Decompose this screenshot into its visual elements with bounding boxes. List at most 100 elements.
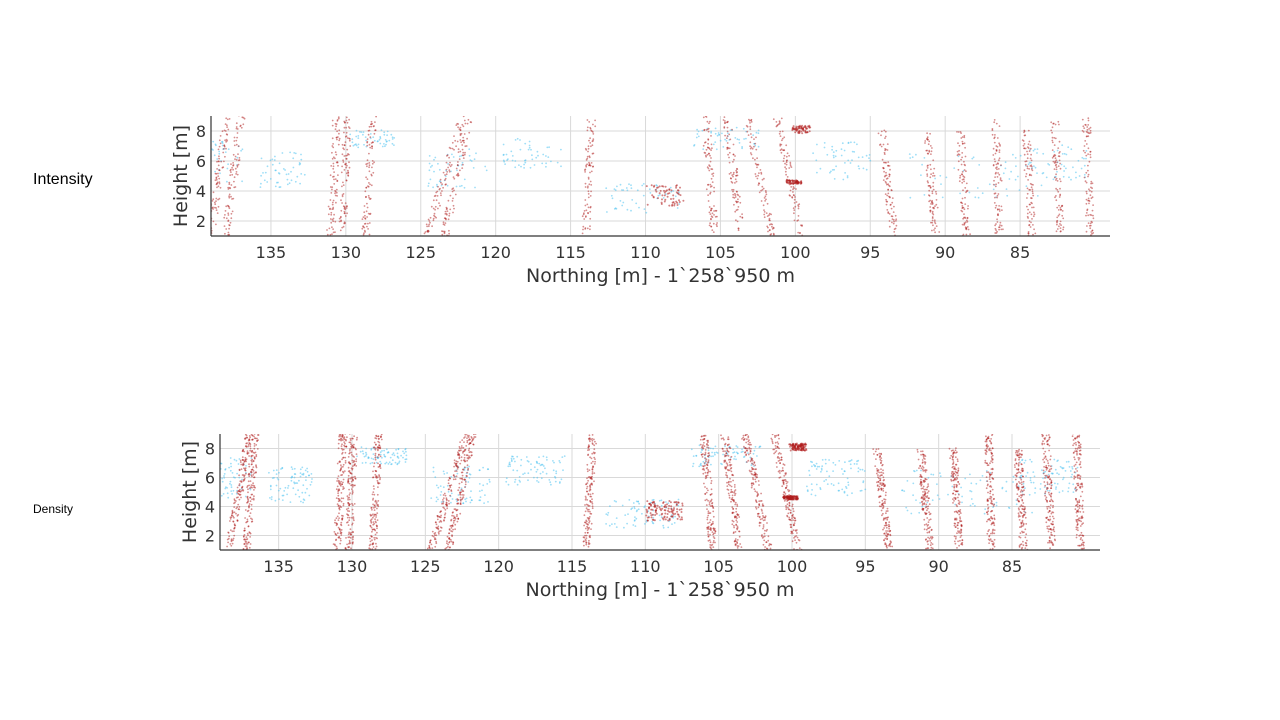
canopy-point: [275, 473, 278, 475]
canopy-point: [224, 151, 227, 154]
stem-point: [724, 450, 726, 452]
stem-point: [749, 122, 751, 124]
canopy-point: [915, 499, 917, 501]
stem-point: [244, 517, 247, 519]
stem-point: [375, 514, 378, 516]
stem-point: [434, 545, 437, 548]
stem-point: [363, 205, 366, 207]
stem-point: [927, 143, 930, 146]
canopy-point: [1056, 483, 1059, 485]
stem-point: [736, 171, 738, 173]
canopy-point: [697, 130, 700, 133]
canopy-point: [741, 146, 743, 148]
stem-point: [877, 132, 880, 135]
stem-point: [964, 216, 966, 219]
canopy-point: [722, 453, 724, 456]
canopy-point: [651, 499, 654, 501]
stem-point: [930, 168, 932, 171]
stem-point: [443, 232, 446, 235]
stem-point: [790, 186, 793, 188]
stem-point: [935, 190, 937, 193]
canopy-point: [643, 506, 646, 509]
stem-point: [957, 142, 959, 145]
canopy-point: [940, 183, 942, 186]
stem-point: [355, 465, 358, 467]
canopy-point: [293, 476, 296, 479]
stem-point: [731, 494, 734, 497]
stem-point: [457, 148, 460, 151]
stem-point: [763, 216, 766, 219]
canopy-point: [430, 497, 433, 499]
canopy-point: [1054, 468, 1057, 471]
canopy-point: [1063, 152, 1066, 155]
stem-point: [337, 447, 340, 450]
canopy-point: [1061, 144, 1064, 147]
stem-point: [243, 117, 246, 120]
stem-point: [326, 233, 329, 236]
stem-point: [455, 475, 458, 478]
stem-point: [711, 531, 714, 533]
stem-point: [795, 201, 798, 203]
canopy-point: [953, 167, 956, 170]
stem-point: [761, 185, 764, 188]
canopy-point: [294, 493, 297, 496]
stem-point: [239, 491, 242, 493]
stem-point: [997, 208, 999, 211]
canopy-point: [844, 162, 846, 164]
stem-point: [337, 116, 340, 119]
stem-point: [587, 479, 589, 482]
canopy-point: [736, 138, 739, 141]
stem-point: [353, 503, 356, 505]
stem-point: [961, 205, 964, 207]
canopy-point: [1023, 462, 1026, 464]
stem-point: [342, 456, 344, 459]
canopy-point: [696, 128, 698, 131]
stem-point: [374, 458, 377, 461]
stem-point: [362, 233, 365, 236]
stem-point: [730, 500, 732, 503]
stem-point: [781, 139, 783, 142]
canopy-point: [536, 480, 538, 482]
stem-point: [764, 200, 766, 202]
stem-point: [958, 149, 960, 152]
canopy-point: [840, 148, 843, 151]
canopy-point: [635, 517, 638, 520]
canopy-point: [632, 502, 635, 504]
stem-point: [728, 133, 731, 136]
stem-point: [701, 468, 704, 471]
canopy-point: [360, 446, 363, 449]
canopy-point: [921, 163, 923, 166]
stem-point: [589, 195, 592, 197]
stem-point: [372, 546, 375, 548]
stem-point: [437, 528, 440, 531]
stem-point: [724, 122, 726, 124]
stem-point: [759, 169, 762, 171]
stem-point: [331, 137, 334, 140]
stem-point: [247, 541, 250, 544]
canopy-point: [432, 470, 435, 473]
stem-point: [961, 223, 964, 226]
stem-point: [468, 439, 470, 441]
stem-point: [364, 217, 366, 220]
stem-point: [435, 216, 437, 219]
stem-point: [339, 537, 342, 540]
stem-point: [461, 474, 464, 477]
stem-point: [463, 119, 466, 122]
stem-point: [735, 209, 738, 212]
stem-point: [349, 528, 352, 531]
stem-point: [759, 518, 762, 521]
stem-point: [216, 168, 219, 170]
canopy-point: [381, 145, 384, 148]
stem-point: [962, 217, 964, 220]
stem-point: [587, 147, 590, 150]
canopy-point: [1071, 467, 1074, 470]
stem-point: [224, 139, 227, 142]
stem-point: [713, 214, 715, 216]
stem-point: [250, 470, 253, 473]
stem-point: [356, 436, 358, 439]
stem-point: [375, 116, 377, 118]
canopy-point: [831, 145, 834, 148]
stem-point: [333, 213, 335, 216]
stem-point: [248, 435, 251, 437]
stem-point: [459, 150, 462, 153]
